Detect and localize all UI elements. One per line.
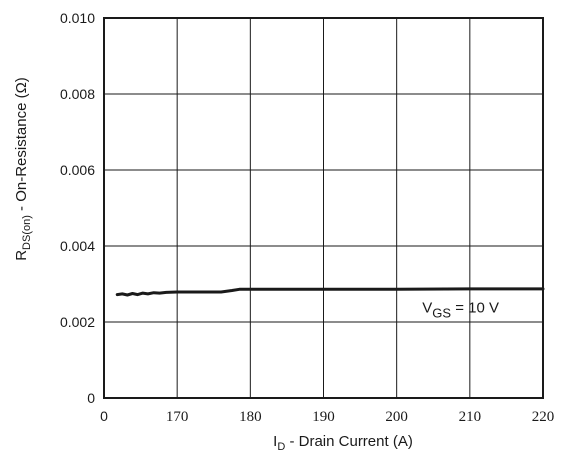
x-tick-label: 210 bbox=[459, 409, 482, 425]
annotation-main: V bbox=[422, 300, 432, 317]
y-axis-label-main: R bbox=[13, 250, 30, 261]
annotation-subscript: GS bbox=[432, 306, 451, 321]
series-line bbox=[115, 287, 545, 297]
y-tick-label: 0.004 bbox=[60, 238, 95, 254]
y-axis-label: RDS(on) - On-Resistance (Ω) bbox=[13, 77, 33, 261]
x-tick-label: 180 bbox=[239, 409, 262, 425]
annotation-rest: = 10 V bbox=[451, 300, 499, 317]
x-tick-label: 0 bbox=[100, 408, 108, 424]
y-tick-label: 0.006 bbox=[60, 162, 95, 178]
x-axis-label: ID - Drain Current (A) bbox=[273, 433, 413, 453]
annotation-label: VGS = 10 V bbox=[422, 300, 499, 321]
y-tick-label: 0.008 bbox=[60, 86, 95, 102]
plot-frame bbox=[103, 17, 544, 399]
x-axis-label-subscript: D bbox=[277, 441, 285, 453]
x-tick-labels: 0 170 180 190 200 210 220 bbox=[100, 408, 554, 425]
x-tick-label: 200 bbox=[385, 409, 408, 425]
grid-lines bbox=[103, 17, 544, 399]
x-tick-label: 220 bbox=[532, 409, 555, 425]
annotations: VGS = 10 V bbox=[422, 300, 499, 321]
y-tick-label: 0 bbox=[87, 390, 95, 406]
y-axis-label-rest: - On-Resistance (Ω) bbox=[13, 77, 30, 215]
y-axis-label-subscript: DS(on) bbox=[21, 215, 33, 250]
series-group bbox=[115, 287, 545, 297]
y-tick-label: 0.010 bbox=[60, 10, 95, 26]
x-axis-label-main: I bbox=[273, 433, 277, 450]
x-tick-label: 190 bbox=[312, 409, 335, 425]
x-tick-label: 170 bbox=[166, 409, 189, 425]
y-tick-labels: 0 0.002 0.004 0.006 0.008 0.010 bbox=[60, 10, 95, 406]
y-tick-label: 0.002 bbox=[60, 314, 95, 330]
x-axis-label-rest: - Drain Current (A) bbox=[285, 433, 413, 450]
